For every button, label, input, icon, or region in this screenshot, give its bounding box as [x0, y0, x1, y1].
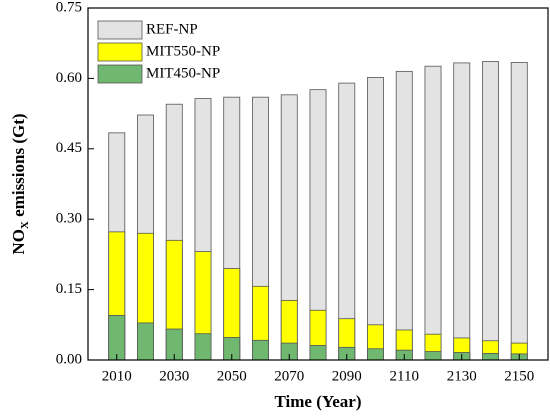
bar: [482, 61, 499, 361]
bar: [137, 322, 154, 361]
legend-label: MIT550-NP: [146, 43, 220, 59]
x-tick-label: 2010: [102, 368, 132, 384]
bar: [252, 339, 269, 361]
x-tick-label: 2070: [274, 368, 304, 384]
x-axis-title: Time (Year): [274, 392, 361, 411]
x-tick-label: 2030: [159, 368, 189, 384]
bar: [482, 353, 499, 361]
bar: [424, 351, 442, 361]
bar: [395, 70, 413, 361]
x-tick-label: 2130: [447, 368, 477, 384]
legend-label: REF-NP: [146, 21, 198, 37]
x-tick-label: 2110: [390, 368, 419, 384]
bar: [194, 333, 212, 361]
bar: [367, 348, 384, 361]
y-tick-label: 0.75: [56, 0, 82, 15]
x-tick-label: 2090: [332, 368, 362, 384]
bar: [424, 65, 442, 361]
legend-label: MIT450-NP: [146, 65, 220, 81]
y-tick-label: 0.45: [56, 140, 82, 156]
y-axis-title: NOX emissions (Gt): [9, 113, 31, 254]
y-tick-label: 0.60: [56, 70, 82, 86]
plot-frame: [87, 7, 549, 361]
legend-swatch: [97, 20, 143, 40]
bar: [108, 315, 126, 361]
legend-swatch: [97, 42, 143, 62]
x-tick-label: 2050: [217, 368, 247, 384]
x-tick-label: 2150: [504, 368, 534, 384]
legend-swatch: [97, 64, 143, 84]
y-tick-label: 0.30: [56, 211, 82, 227]
bar: [510, 62, 528, 361]
bar: [309, 345, 327, 361]
y-tick-label: 0.15: [56, 281, 82, 297]
bar: [453, 62, 471, 361]
y-tick-label: 0.00: [56, 351, 82, 367]
bar: [367, 77, 384, 361]
